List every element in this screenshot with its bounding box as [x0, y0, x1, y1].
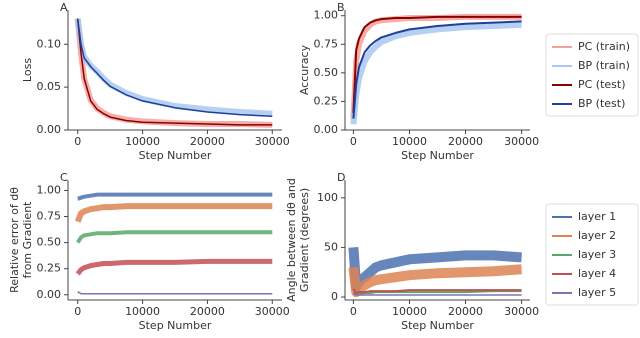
x-tick-label: 30000: [255, 135, 290, 148]
y-tick-label: 0.00: [37, 288, 62, 301]
y-axis-label: Gradient (degrees): [298, 188, 311, 292]
x-tick-label: 10000: [125, 135, 160, 148]
x-tick-label: 20000: [448, 135, 483, 148]
legend-box: [545, 203, 639, 306]
y-axis-label: Angle between dθ and: [285, 178, 298, 302]
series-line: [352, 15, 522, 113]
x-axis-label: Step Number: [139, 319, 212, 332]
x-tick-label: 30000: [255, 305, 290, 318]
x-tick-label: 20000: [448, 305, 483, 318]
y-axis-label: Accuracy: [298, 44, 311, 95]
x-tick-label: 20000: [190, 305, 225, 318]
x-tick-label: 20000: [190, 135, 225, 148]
y-axis-label: Loss: [21, 58, 34, 82]
legend-label: layer 4: [578, 267, 616, 280]
legend-label: BP (train): [578, 59, 630, 72]
series-line: [76, 18, 273, 118]
x-tick-label: 30000: [504, 305, 539, 318]
x-tick-label: 0: [350, 305, 357, 318]
legend-label: layer 5: [578, 286, 616, 299]
y-tick-label: 50: [324, 240, 338, 253]
y-axis-label: from Gradient: [21, 201, 34, 279]
series-line: [74, 203, 273, 223]
legend-label: PC (test): [578, 78, 626, 91]
y-tick-label: 0.25: [314, 94, 339, 107]
y-tick-label: 0.00: [314, 123, 339, 136]
panel-label: B: [337, 1, 345, 14]
x-tick-label: 0: [350, 135, 357, 148]
y-tick-label: 1.00: [37, 183, 62, 196]
y-tick-label: 0.05: [37, 80, 62, 93]
series-line: [74, 18, 273, 117]
series-line: [348, 264, 522, 298]
legend-label: layer 1: [578, 210, 616, 223]
y-axis-label: Relative error of dθ: [8, 187, 21, 293]
series-line: [350, 21, 522, 125]
legend-label: BP (test): [578, 97, 625, 110]
x-tick-label: 10000: [125, 305, 160, 318]
legend-label: layer 2: [578, 229, 616, 242]
series-line: [75, 258, 273, 276]
x-axis-label: Step Number: [401, 319, 474, 332]
y-tick-label: 0.10: [37, 37, 62, 50]
x-axis-label: Step Number: [139, 149, 212, 162]
series-line: [77, 291, 273, 295]
y-tick-label: 1.00: [314, 9, 339, 22]
x-tick-label: 10000: [392, 135, 427, 148]
y-tick-label: 0.75: [314, 37, 339, 50]
series-line: [76, 230, 273, 244]
series-line: [76, 18, 273, 126]
legend-label: layer 3: [578, 248, 616, 261]
series-line: [77, 192, 273, 201]
series-line: [353, 293, 522, 296]
legend-label: PC (train): [578, 40, 630, 53]
x-tick-label: 30000: [504, 135, 539, 148]
x-tick-label: 0: [74, 305, 81, 318]
y-tick-label: 0: [331, 290, 338, 303]
y-tick-label: 0.25: [37, 262, 62, 275]
y-tick-label: 0.75: [37, 210, 62, 223]
x-tick-label: 0: [74, 135, 81, 148]
y-tick-label: 0.50: [314, 66, 339, 79]
legend-box: [545, 33, 639, 117]
x-axis-label: Step Number: [401, 149, 474, 162]
x-tick-label: 10000: [392, 305, 427, 318]
panel-label: A: [60, 1, 68, 14]
series-line: [352, 288, 522, 295]
panel-label: D: [337, 171, 345, 184]
panel-label: C: [60, 171, 68, 184]
y-tick-label: 0.50: [37, 236, 62, 249]
y-tick-label: 100: [317, 191, 338, 204]
y-tick-label: 0.00: [37, 123, 62, 136]
series-line: [352, 20, 522, 119]
